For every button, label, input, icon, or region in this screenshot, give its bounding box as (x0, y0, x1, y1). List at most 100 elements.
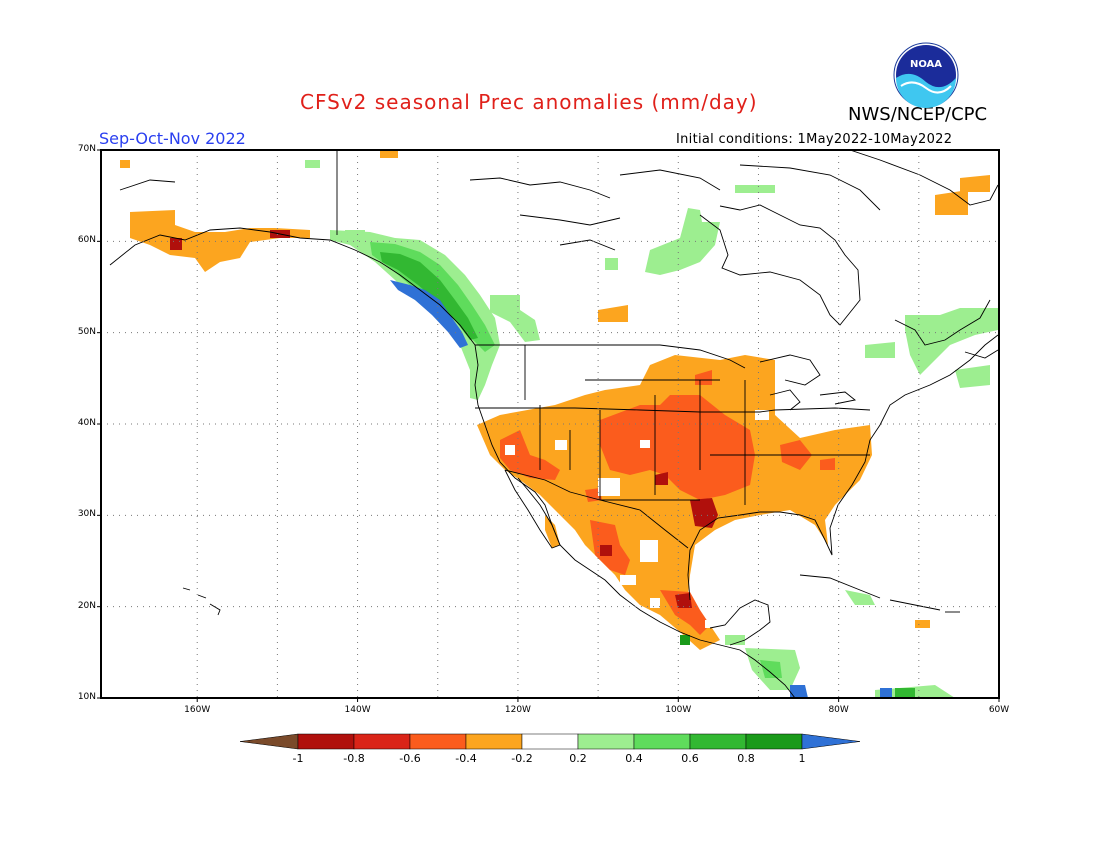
coastline (519, 214, 621, 226)
colorbar-min-arrow (239, 733, 299, 750)
coastline (619, 169, 721, 191)
colorbar-label: 0.6 (681, 752, 699, 765)
anomaly-region (490, 295, 540, 342)
anomaly-region (725, 635, 745, 645)
anomaly-region (500, 430, 560, 480)
coastline (819, 391, 857, 405)
anomaly-gap (640, 440, 650, 448)
coastline-layer (109, 150, 999, 698)
anomaly-gap (650, 598, 660, 608)
coastline (475, 344, 746, 369)
colorbar-label: -0.6 (399, 752, 421, 765)
anomaly-region (690, 498, 718, 528)
coastline (699, 204, 861, 326)
anomaly-region (695, 370, 712, 385)
lat-label: 20N (77, 600, 96, 611)
anomaly-region (130, 210, 310, 272)
lon-label: 80W (828, 705, 849, 715)
colorbar-swatch (633, 733, 691, 750)
coastline (504, 469, 561, 549)
colorbar-label: -0.8 (343, 752, 365, 765)
anomaly-region (895, 688, 915, 698)
noaa-logo: NOAA (893, 42, 959, 108)
anomaly-region (790, 685, 808, 698)
anomaly-region (820, 458, 835, 470)
colorbar-swatch (745, 733, 803, 750)
anomaly-region (645, 208, 720, 275)
coastline (687, 334, 999, 601)
lon-label: 100W (665, 705, 692, 715)
anomaly-region (477, 355, 872, 650)
lat-label: 50N (77, 326, 96, 337)
anomaly-gap (620, 575, 636, 585)
coastline (964, 349, 999, 359)
anomaly-gap (755, 410, 769, 420)
anomaly-region (760, 660, 782, 678)
coastline (182, 587, 191, 591)
logo-text: NOAA (910, 59, 942, 70)
lon-label: 140W (344, 705, 371, 715)
coastline (504, 469, 689, 549)
lon-label: 120W (504, 705, 531, 715)
coastline (109, 227, 796, 698)
colorbar-label: -0.4 (455, 752, 477, 765)
lat-label: 40N (77, 418, 96, 428)
lat-label: 70N (77, 144, 96, 154)
colorbar-label: 0.8 (737, 752, 755, 765)
anomaly-region (955, 365, 990, 388)
coastline (759, 354, 821, 386)
colorbar-label: -0.2 (511, 752, 533, 765)
anomaly-region (675, 593, 692, 608)
lat-label: 60N (77, 235, 96, 246)
anomaly-region (880, 688, 892, 698)
coastline (849, 150, 999, 206)
colorbar-label: 0.2 (569, 752, 587, 765)
initial-conditions-label: Initial conditions: 1May2022-10May2022 (676, 132, 953, 147)
colorbar-max-arrow (801, 733, 861, 750)
lon-label: 160W (184, 705, 211, 715)
anomaly-region (600, 395, 755, 500)
season-label: Sep-Oct-Nov 2022 (99, 129, 246, 148)
coastline (799, 574, 881, 599)
lon-label: 60W (988, 705, 1010, 715)
anomaly-region (120, 160, 130, 168)
colorbar-swatch (353, 733, 411, 750)
coastline (469, 177, 611, 199)
anomaly-gap (505, 445, 515, 455)
anomaly-region (305, 160, 320, 168)
anomaly-region (545, 515, 560, 548)
map-title: CFSv2 seasonal Prec anomalies (mm/day) (300, 90, 758, 114)
anomaly-gap (555, 440, 567, 450)
anomaly-gap (640, 540, 658, 562)
lat-label: 10N (77, 692, 96, 702)
colorbar-swatch (521, 733, 579, 750)
anomaly-gap (705, 620, 715, 628)
lat-label: 30N (77, 509, 96, 520)
coastline (894, 299, 991, 346)
anomaly-region (905, 308, 998, 375)
coastline (119, 179, 176, 191)
anomaly-region (845, 590, 875, 605)
anomaly-region (330, 230, 500, 400)
colorbar-swatch (577, 733, 635, 750)
anomaly-region (935, 190, 968, 215)
coastline (559, 239, 616, 251)
anomaly-layer (120, 150, 998, 698)
anomaly-region (598, 305, 628, 322)
anomaly-region (345, 230, 365, 237)
colorbar-swatch (297, 733, 355, 750)
anomaly-region (915, 620, 930, 628)
coastline (769, 389, 801, 411)
colorbar-label: 0.4 (625, 752, 643, 765)
anomaly-region (380, 150, 398, 158)
anomaly-gap (598, 478, 620, 496)
agency-label: NWS/NCEP/CPC (848, 104, 988, 125)
anomaly-region (660, 590, 710, 635)
coastline (889, 599, 941, 611)
colorbar-swatch (465, 733, 523, 750)
coastline (209, 603, 221, 616)
anomaly-region (655, 472, 668, 485)
colorbar-swatch (689, 733, 747, 750)
coastline (475, 407, 871, 413)
anomaly-region (600, 545, 612, 556)
